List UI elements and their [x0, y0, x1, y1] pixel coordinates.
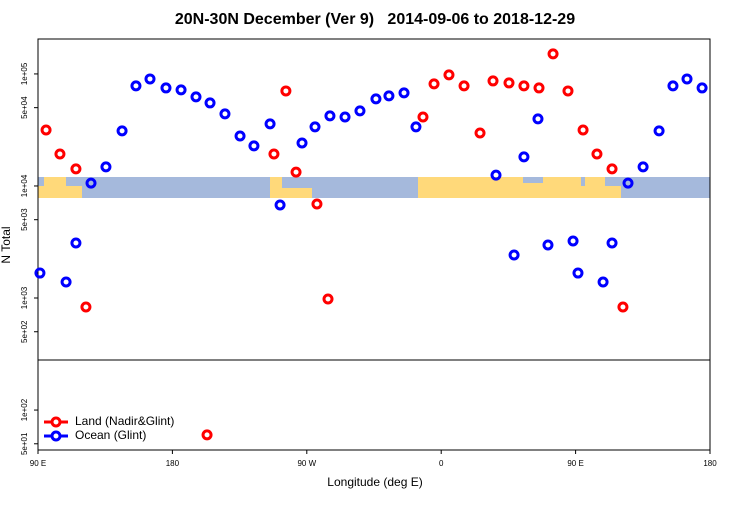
data-point — [100, 161, 112, 173]
x-tick-label: 90 W — [297, 459, 316, 468]
data-point — [274, 199, 286, 211]
data-point — [116, 125, 128, 137]
data-point — [60, 276, 72, 288]
data-point — [417, 111, 429, 123]
x-tick-label: 90 E — [567, 459, 583, 468]
data-point — [130, 80, 142, 92]
map-band — [38, 177, 710, 198]
data-point — [597, 276, 609, 288]
data-point — [458, 80, 470, 92]
data-point — [248, 140, 260, 152]
data-point — [503, 77, 515, 89]
data-point — [696, 82, 708, 94]
data-point — [606, 163, 618, 175]
data-point — [311, 198, 323, 210]
data-point — [572, 267, 584, 279]
data-point — [204, 97, 216, 109]
data-point — [547, 48, 559, 60]
y-tick-label: 5e+01 — [20, 432, 29, 455]
data-point — [268, 148, 280, 160]
data-point — [70, 163, 82, 175]
data-point — [175, 84, 187, 96]
data-point — [339, 111, 351, 123]
data-point — [681, 73, 693, 85]
y-tick-label: 1e+05 — [20, 62, 29, 85]
data-point — [637, 161, 649, 173]
data-point — [85, 177, 97, 189]
data-point — [591, 148, 603, 160]
data-point — [80, 301, 92, 313]
data-point — [606, 237, 618, 249]
data-point — [70, 237, 82, 249]
x-tick-label: 180 — [166, 459, 180, 468]
y-tick-label: 1e+02 — [20, 398, 29, 421]
data-point — [34, 267, 46, 279]
data-point — [370, 93, 382, 105]
data-point — [518, 80, 530, 92]
data-point — [280, 85, 292, 97]
data-point — [428, 78, 440, 90]
data-point — [354, 105, 366, 117]
x-tick-label: 90 E — [30, 459, 46, 468]
data-point — [567, 235, 579, 247]
plot-frame — [37, 38, 711, 451]
data-point — [190, 91, 202, 103]
data-point — [490, 169, 502, 181]
y-tick-label: 1e+03 — [20, 286, 29, 309]
y-tick-label: 5e+02 — [20, 320, 29, 343]
data-point — [653, 125, 665, 137]
data-point — [443, 69, 455, 81]
data-point — [474, 127, 486, 139]
y-tick-label: 5e+04 — [20, 96, 29, 119]
data-point — [410, 121, 422, 133]
x-tick-label: 0 — [439, 459, 444, 468]
data-point — [264, 118, 276, 130]
legend-label: Land (Nadir&Glint) — [75, 414, 174, 428]
y-tick-label: 5e+03 — [20, 208, 29, 231]
y-tick-label: 1e+04 — [20, 174, 29, 197]
data-point — [617, 301, 629, 313]
data-point — [542, 239, 554, 251]
data-point — [144, 73, 156, 85]
chart-title: 20N-30N December (Ver 9) 2014-09-06 to 2… — [175, 11, 575, 28]
data-point — [532, 113, 544, 125]
data-point — [201, 429, 213, 441]
data-point — [398, 87, 410, 99]
data-point — [309, 121, 321, 133]
data-point — [160, 82, 172, 94]
legend-marker — [50, 430, 62, 442]
y-axis-label: N Total — [0, 226, 13, 263]
x-axis-label: Longitude (deg E) — [327, 475, 422, 489]
data-point — [533, 82, 545, 94]
data-point — [40, 124, 52, 136]
data-point — [487, 75, 499, 87]
data-point — [518, 151, 530, 163]
legend-label: Ocean (Glint) — [75, 428, 146, 442]
data-point — [322, 293, 334, 305]
data-point — [219, 108, 231, 120]
legend-marker — [50, 416, 62, 428]
data-point — [667, 80, 679, 92]
data-point — [383, 90, 395, 102]
data-point — [622, 177, 634, 189]
data-point — [54, 148, 66, 160]
data-point — [296, 137, 308, 149]
data-point — [324, 110, 336, 122]
data-point — [562, 85, 574, 97]
data-point — [577, 124, 589, 136]
x-tick-label: 180 — [703, 459, 717, 468]
data-point — [290, 166, 302, 178]
data-point — [234, 130, 246, 142]
data-point — [508, 249, 520, 261]
